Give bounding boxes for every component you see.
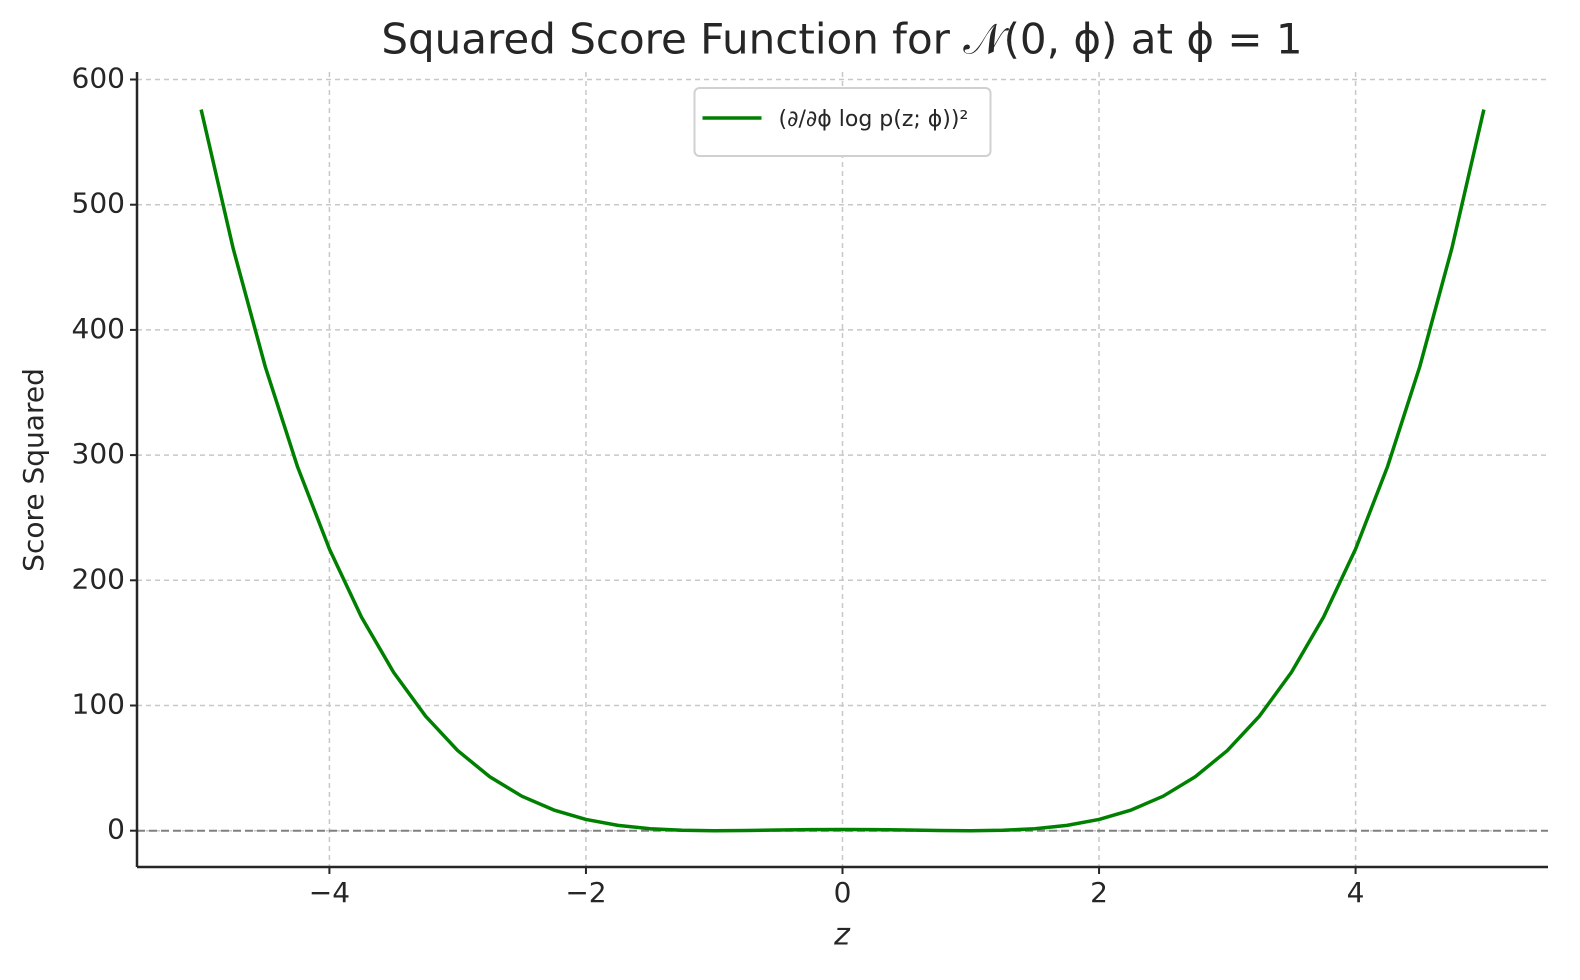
y-tick-label: 500 [72, 187, 125, 220]
x-tick-label: 2 [1090, 876, 1108, 909]
x-tick-label: −4 [309, 876, 350, 909]
y-tick-label: 400 [72, 312, 125, 345]
x-tick-label: −2 [565, 876, 606, 909]
x-tick-label: 4 [1347, 876, 1365, 909]
chart-title: Squared Score Function for 𝒩(0, ϕ) at ϕ … [381, 15, 1302, 64]
y-tick-label: 300 [72, 437, 125, 470]
line-series [199, 109, 1486, 833]
y-tick-label: 200 [72, 562, 125, 595]
y-tick-label: 0 [107, 813, 125, 846]
legend-label: (∂/∂ϕ log p(z; ϕ))² [779, 107, 969, 132]
y-tick-label: 600 [72, 62, 125, 95]
legend-box [693, 87, 992, 157]
x-axis-label: z [833, 918, 851, 953]
y-axis-label: Score Squared [17, 368, 50, 572]
x-tick-label: 0 [834, 876, 852, 909]
y-tick-label: 100 [72, 687, 125, 720]
